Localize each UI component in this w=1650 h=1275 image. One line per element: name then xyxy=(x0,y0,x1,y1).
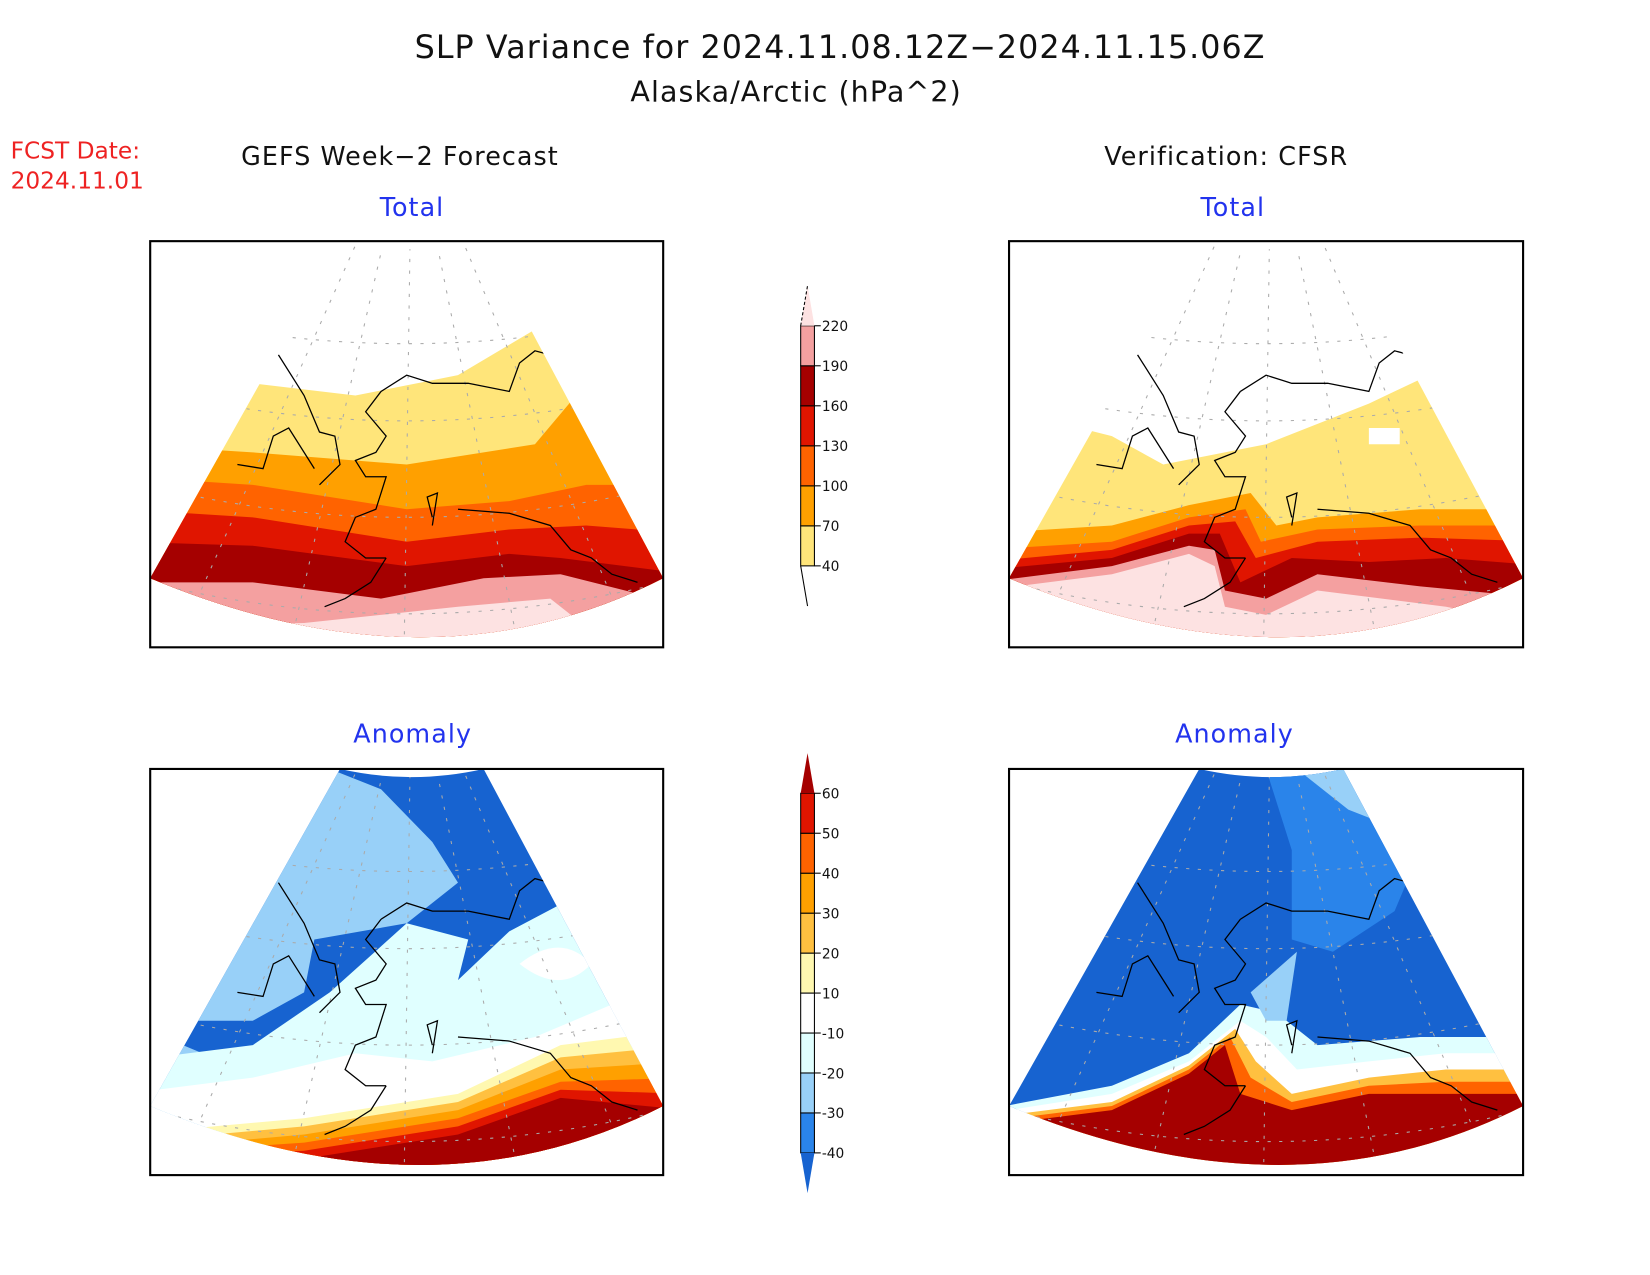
colorbar-box xyxy=(800,832,815,874)
fcst-label: FCST Date: xyxy=(10,138,141,166)
colorbar-tick-label: 130 xyxy=(822,439,848,455)
colorbar-tick-label: 190 xyxy=(822,359,848,375)
colorbar-box xyxy=(800,872,815,914)
coastline-path xyxy=(237,877,638,1136)
patch-group xyxy=(519,947,592,981)
panel-frame-forecast-total xyxy=(149,240,665,649)
colorbar-tick-label: 40 xyxy=(822,559,840,575)
longitude-line xyxy=(1139,241,1272,638)
panel-title-verification-total: Total xyxy=(1200,192,1266,223)
panel-title-forecast-total: Total xyxy=(379,192,445,223)
coastline-path xyxy=(237,350,638,608)
panel-title-verification-anomaly: Anomaly xyxy=(1175,719,1294,749)
graticule xyxy=(150,241,664,638)
longitude-line xyxy=(279,768,413,1165)
contour-band xyxy=(1009,1045,1524,1165)
colorbar-box xyxy=(800,952,815,994)
panel-frame-forecast-anomaly xyxy=(149,767,665,1177)
longitude-line xyxy=(279,241,413,638)
contour-band xyxy=(150,1097,664,1165)
colorbar-box xyxy=(800,485,815,527)
contour-fill-group xyxy=(150,768,664,1165)
colorbar-box xyxy=(800,405,815,447)
colorbar-arrow-top xyxy=(800,753,815,794)
colorbar-box xyxy=(800,445,815,487)
panel-title-forecast-anomaly: Anomaly xyxy=(353,719,473,749)
panel-frame-verification-total xyxy=(1007,240,1525,649)
colorbar-box xyxy=(800,525,815,567)
contour-band xyxy=(1009,553,1524,638)
colorbar-box xyxy=(800,912,815,954)
anomaly-patch xyxy=(1250,951,1297,1021)
colorbar-box xyxy=(800,792,815,834)
anomaly-patch xyxy=(519,947,592,981)
colorbar-arrow-top xyxy=(800,285,815,326)
longitude-line xyxy=(1270,241,1511,638)
figure-title: SLP Variance for 2024.11.08.12Z−2024.11.… xyxy=(414,29,1266,67)
longitude-line xyxy=(411,241,651,638)
colorbar-arrow-top-edge xyxy=(800,285,809,326)
colorbar-box xyxy=(800,1112,815,1154)
longitude-line xyxy=(1139,768,1272,1165)
colorbar-arrow-bottom xyxy=(800,565,809,607)
coastline xyxy=(1096,877,1498,1136)
coastline-path xyxy=(1096,350,1498,608)
colorbar-tick-label: 50 xyxy=(822,827,840,843)
panel-frame-verification-anomaly xyxy=(1007,767,1525,1177)
colorbar-tick-label: 60 xyxy=(822,787,840,803)
colorbar-tick-label: -40 xyxy=(822,1146,844,1162)
colorbar-box xyxy=(800,365,815,407)
colorbar-anomaly: -40 -30 -20 -10 10 20 30 40 50 60 xyxy=(800,753,844,1194)
colorbar-arrow-bottom xyxy=(800,1152,815,1194)
colorbar-box xyxy=(800,1072,815,1114)
latitude-line xyxy=(1009,568,1524,615)
graticule xyxy=(150,768,664,1165)
contour-band xyxy=(150,574,664,638)
fcst-date: 2024.11.01 xyxy=(10,168,144,195)
colorbar-tick-label: 70 xyxy=(822,519,840,535)
colorbar-tick-label: -20 xyxy=(822,1066,844,1082)
colorbar-tick-label: 40 xyxy=(822,866,840,882)
contour-band xyxy=(150,598,664,638)
coastline xyxy=(1096,350,1498,608)
right-column-heading: Verification: CFSR xyxy=(1104,141,1349,172)
colorbar-box xyxy=(800,1032,815,1074)
colorbar-box xyxy=(800,325,815,367)
colorbar-tick-label: -10 xyxy=(822,1026,844,1042)
total-patch xyxy=(1368,427,1400,445)
coastline xyxy=(237,877,638,1136)
colorbar-tick-label: 100 xyxy=(822,479,848,495)
colorbar-tick-label: 220 xyxy=(822,319,848,335)
colorbar-tick-label: 20 xyxy=(822,946,840,962)
colorbar-total: 40 70 100 130 160 190 220 xyxy=(800,285,848,607)
patch-group xyxy=(1368,427,1400,445)
left-column-heading: GEFS Week−2 Forecast xyxy=(241,141,559,172)
coastline xyxy=(237,350,638,608)
coastline-path xyxy=(1096,877,1498,1136)
longitude-line xyxy=(411,768,651,1165)
figure-subtitle: Alaska/Arctic (hPa^2) xyxy=(630,76,962,109)
latitude-line xyxy=(1009,1096,1524,1143)
colorbar-tick-label: 160 xyxy=(822,399,848,415)
colorbar-tick-label: 30 xyxy=(822,906,840,922)
longitude-line xyxy=(1270,768,1511,1165)
colorbar-box xyxy=(800,992,815,1034)
colorbar-tick-label: -30 xyxy=(822,1106,844,1122)
colorbar-tick-label: 10 xyxy=(822,986,840,1002)
